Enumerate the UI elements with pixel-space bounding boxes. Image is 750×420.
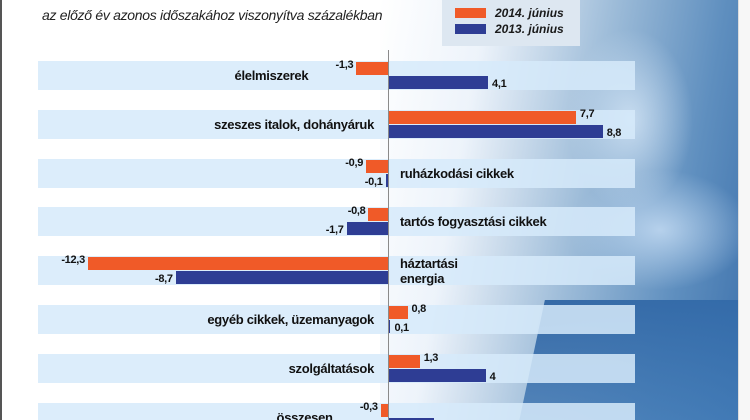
bar-2014 (388, 354, 420, 368)
bar-2014 (368, 208, 388, 222)
value-label: -0,3 (359, 400, 378, 413)
bar-2013 (388, 417, 435, 420)
right-margin (738, 0, 750, 420)
category-label-text-line2: energia (400, 271, 445, 287)
category-label: szeszes italok, dohányáruk (214, 117, 374, 132)
zero-axis (388, 50, 389, 420)
bar-2014 (366, 159, 388, 173)
value-label: 7,7 (579, 107, 595, 120)
value-label: -0,1 (364, 175, 383, 188)
value-label: 8,8 (606, 126, 622, 139)
bar-2014 (388, 110, 576, 124)
bar-2014 (380, 403, 388, 417)
value-label: 4 (489, 370, 496, 383)
bar-2013 (388, 76, 489, 89)
legend-item-2013: 2013. június (455, 22, 564, 36)
value-label: -1,7 (325, 224, 344, 237)
category-label: ruházkodási cikkek (400, 166, 514, 181)
value-label: 1,3 (423, 351, 439, 364)
bar-2013 (346, 222, 388, 236)
bar-2014 (388, 306, 408, 319)
bar-2013 (388, 368, 486, 382)
category-label: összesen (277, 410, 333, 420)
value-label: -0,9 (345, 156, 364, 169)
category-label: tartós fogyasztási cikkek (400, 214, 547, 230)
value-label: 0,8 (411, 303, 427, 315)
category-label: élelmiszerek (235, 68, 309, 83)
bar-2014 (356, 62, 388, 75)
category-label-text: élelmiszerek (234, 68, 309, 83)
value-label: -1,3 (335, 59, 354, 71)
category-label: szolgáltatások (288, 360, 375, 376)
bar-2013 (385, 173, 388, 187)
value-label: 0,1 (394, 322, 409, 334)
legend-swatch-blue (455, 24, 486, 34)
category-label-text: szolgáltatások (288, 360, 375, 376)
legend-label: 2014. június (495, 6, 564, 20)
legend-swatch-orange (455, 8, 486, 18)
category-label-text: háztartási (400, 256, 458, 272)
row-band (38, 61, 635, 90)
category-label: háztartási energia (400, 256, 458, 286)
category-label-text: tartós fogyasztási cikkek (400, 214, 547, 230)
legend-item-2014: 2014. június (455, 6, 564, 20)
bar-2013 (388, 124, 603, 138)
row-band (38, 353, 635, 383)
bar-2013 (175, 271, 388, 285)
row-band (38, 305, 635, 334)
row-band (38, 402, 635, 420)
category-label-text: szeszes italok, dohányáruk (214, 116, 374, 132)
value-label: -0,8 (347, 205, 366, 218)
category-label-text: egyéb cikkek, üzemanyagok (207, 312, 374, 327)
value-label: 4,1 (492, 78, 507, 90)
category-label-text: összesen (276, 409, 333, 420)
row-band (38, 207, 635, 237)
value-label: -12,3 (61, 254, 85, 267)
legend-label: 2013. június (495, 22, 564, 36)
category-label: egyéb cikkek, üzemanyagok (207, 312, 374, 327)
bar-2014 (87, 257, 388, 271)
bar-2013 (388, 320, 391, 333)
left-border (0, 0, 2, 420)
value-label: -8,7 (154, 273, 173, 286)
row-band (38, 158, 635, 188)
chart-subtitle: az előző év azonos időszakához viszonyít… (42, 7, 383, 23)
category-label-text: ruházkodási cikkek (400, 165, 514, 181)
legend: 2014. június 2013. június (442, 0, 580, 46)
